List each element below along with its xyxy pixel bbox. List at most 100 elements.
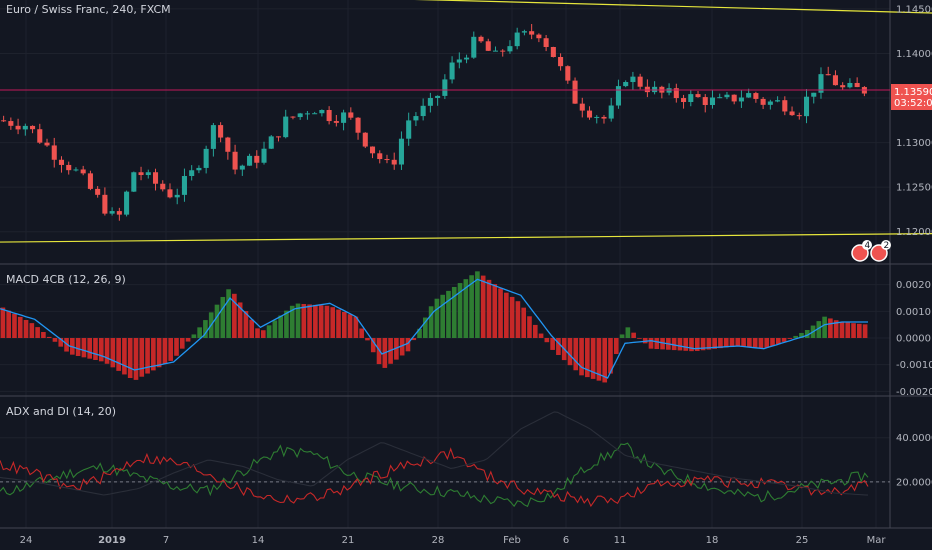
price-tick-label: -0.0010 [896,360,932,371]
candle-body [369,146,376,154]
macd-histogram-bar [237,302,243,338]
candle-body [297,113,303,118]
macd-histogram-bar [741,338,746,347]
adx-title[interactable]: ADX and DI (14, 20) [6,405,116,418]
candle-body [579,103,585,111]
macd-histogram-bar [58,338,64,347]
macd-histogram-bar [735,338,741,346]
macd-histogram-bar [839,322,845,338]
macd-histogram-bar [81,338,87,358]
macd-histogram-bar [116,338,121,371]
macd-histogram-bar [509,296,515,338]
macd-histogram-bar [41,332,46,338]
macd-histogram-bar [764,338,770,348]
macd-histogram-bar [162,338,168,365]
macd-histogram-bar [758,338,764,349]
candle-body [124,191,130,215]
macd-histogram-bar [463,279,469,338]
time-tick-label: 28 [432,535,445,546]
candle-body [811,92,817,97]
candle-body [312,113,318,115]
candle-body [753,93,759,99]
macd-histogram-bar [23,320,29,338]
candle-body [514,32,520,47]
news-count-bubble [862,240,872,250]
candle-body [348,112,354,118]
candle-body [131,172,137,192]
candle-body [66,164,72,171]
candle-body [442,79,448,96]
candle-body [427,97,433,106]
candle-body [116,211,122,215]
candle-body [652,86,658,93]
candle-body [521,31,527,33]
price-tick-label: 1.12500 [896,183,932,194]
time-tick-label: 14 [252,535,265,546]
candle-body [283,116,289,138]
candle-body [529,31,535,35]
candlestick-series [1,24,867,221]
macd-signal-line [0,278,868,379]
candle-body [702,97,708,105]
time-tick-label: 2019 [98,535,126,546]
candle-body [218,125,224,138]
candle-body [355,117,361,133]
candle-body [630,76,636,83]
candle-body [326,109,332,122]
macd-line-group [0,278,868,379]
macd-histogram-bar [29,323,35,338]
price-tick-label: 0.0010 [896,307,931,318]
candle-body [362,132,368,147]
candle-body [87,173,93,189]
trendline[interactable] [0,0,932,14]
macd-histogram-bar [712,338,717,349]
macd-histogram-bar [428,306,434,338]
macd-histogram-bar [249,319,255,338]
candle-body [825,74,831,76]
candle-body [572,80,578,104]
macd-histogram-bar [515,301,521,338]
macd-histogram-bar [307,304,312,338]
symbol-title[interactable]: Euro / Swiss Franc, 240, FXCM [6,3,171,16]
macd-histogram-bar [226,289,231,338]
candle-body [435,95,441,98]
price-tick-label: 0.0020 [896,280,931,291]
drawing-annotations[interactable] [0,0,932,243]
candle-body [796,115,802,117]
macd-histogram-bar [260,330,266,338]
candle-body [80,169,86,174]
candle-body [832,75,838,86]
macd-histogram-bar [174,338,179,356]
macd-pane[interactable] [0,271,868,383]
macd-histogram-bar [451,286,457,338]
candle-body [391,159,397,165]
macd-histogram-bar [613,338,619,354]
macd-title[interactable]: MACD 4CB (12, 26, 9) [6,273,126,286]
macd-histogram-bar [122,338,127,375]
macd-histogram-bar [857,323,862,338]
candle-body [384,159,390,161]
candle-body [290,116,296,118]
adx-pane[interactable] [0,411,890,508]
macd-histogram-bar [822,316,827,338]
candle-body [304,113,310,115]
macd-histogram-bar [625,327,631,338]
macd-histogram-bar [104,338,110,364]
news-badge-1[interactable]: 4 [851,240,872,262]
trendline[interactable] [0,233,932,243]
macd-histogram-bar [87,338,93,359]
macd-histogram-bar [203,320,208,338]
macd-histogram-bar [550,338,555,350]
candle-body [738,97,744,102]
macd-histogram-bar [423,317,428,338]
price-pane[interactable] [0,0,932,243]
candle-body [854,82,860,88]
time-axis[interactable]: 24 2019 7 14 21 28 Feb 6 11 18 25 Mar [20,535,887,546]
news-badge-2[interactable]: 2 [870,240,891,262]
macd-histogram-bar [816,321,822,338]
candle-body [456,59,462,63]
candle-body [73,169,79,171]
candle-body [601,116,607,119]
macd-histogram-bar [434,298,440,338]
